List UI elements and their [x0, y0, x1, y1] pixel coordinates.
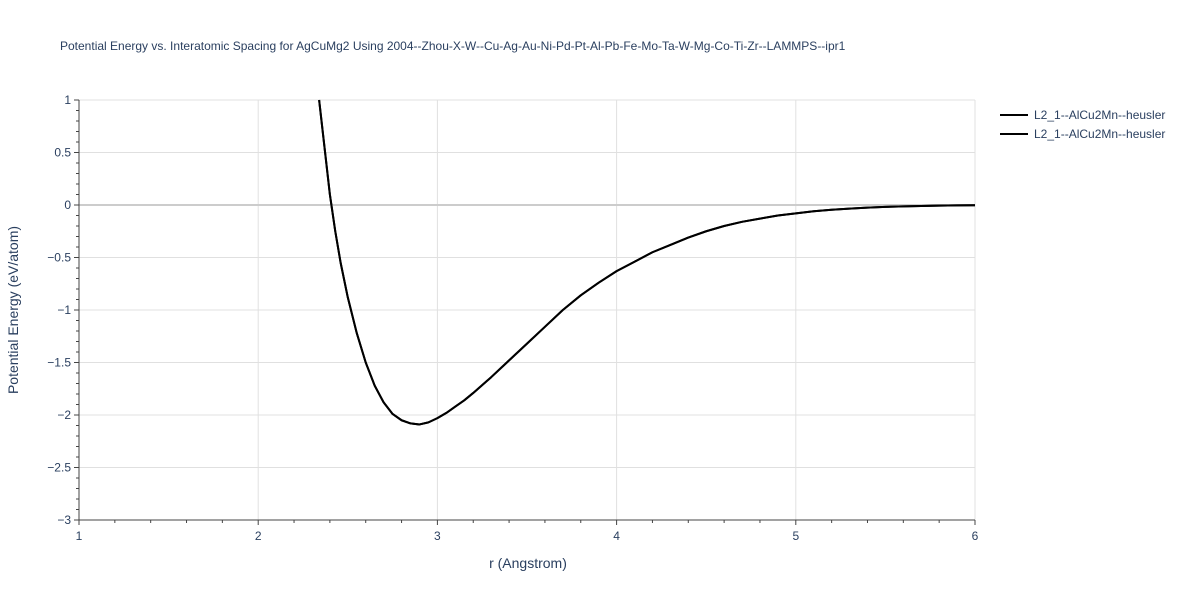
legend-item-1[interactable]: L2_1--AlCu2Mn--heusler	[1000, 108, 1165, 122]
y-tick-label: −0.5	[47, 251, 71, 265]
x-tick-label: 1	[76, 529, 83, 543]
y-tick-label: 1	[64, 93, 71, 107]
legend[interactable]: L2_1--AlCu2Mn--heusler L2_1--AlCu2Mn--heu…	[1000, 108, 1165, 141]
y-tick-label: −2.5	[47, 461, 71, 475]
series-layer	[318, 99, 976, 426]
x-tick-label: 6	[972, 529, 979, 543]
x-tick-label: 5	[792, 529, 799, 543]
series-line-2	[318, 99, 976, 426]
x-axis-title: r (Angstrom)	[489, 555, 567, 571]
x-tick-label: 2	[255, 529, 262, 543]
legend-item-2[interactable]: L2_1--AlCu2Mn--heusler	[1000, 127, 1165, 141]
chart-title: Potential Energy vs. Interatomic Spacing…	[60, 39, 846, 53]
y-tick-label: 0.5	[54, 146, 71, 160]
x-tick-label: 4	[613, 529, 620, 543]
y-tick-label: −3	[57, 513, 71, 527]
y-axis-title: Potential Energy (eV/atom)	[5, 226, 21, 394]
y-tick-label: 0	[64, 198, 71, 212]
legend-label: L2_1--AlCu2Mn--heusler	[1034, 108, 1165, 122]
grid-layer	[79, 99, 976, 520]
axis-layer: 1 2 3 4 5 6 1 0.5 0 −0.5 −1 −1.5 −2 −2.5 −3	[47, 93, 978, 543]
x-tick-label: 3	[434, 529, 441, 543]
legend-label: L2_1--AlCu2Mn--heusler	[1034, 127, 1165, 141]
y-tick-label: −1.5	[47, 356, 71, 370]
y-tick-label: −1	[57, 303, 71, 317]
y-tick-label: −2	[57, 408, 71, 422]
